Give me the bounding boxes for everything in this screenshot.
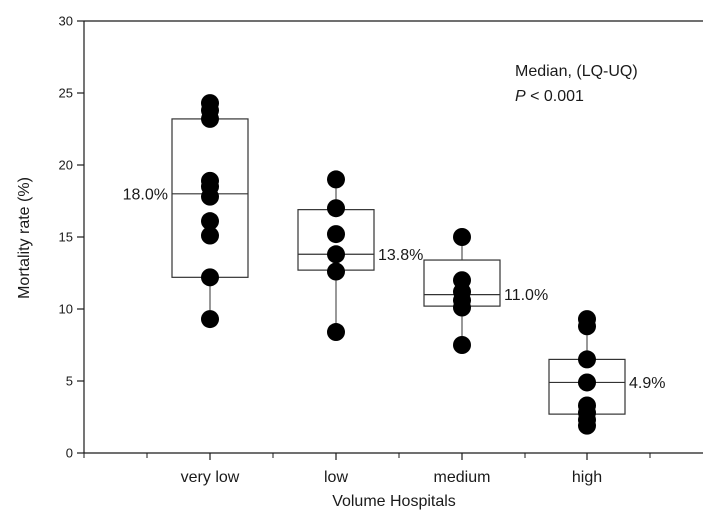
data-point bbox=[327, 262, 345, 281]
data-points bbox=[201, 94, 596, 435]
data-point bbox=[578, 373, 596, 392]
data-point bbox=[453, 298, 471, 317]
data-point bbox=[201, 187, 219, 206]
axes: 0 5 10 15 20 25 30 very low low medium high bbox=[59, 14, 703, 486]
y-tick-label: 10 bbox=[59, 302, 73, 317]
data-point bbox=[453, 228, 471, 246]
annotation-median-iqr: Median, (LQ-UQ) bbox=[515, 63, 638, 80]
data-point bbox=[578, 350, 596, 369]
data-point bbox=[578, 317, 596, 336]
data-point bbox=[201, 212, 219, 231]
y-axis-title: Mortality rate (%) bbox=[16, 177, 33, 299]
y-tick-label: 20 bbox=[59, 158, 73, 173]
y-tick-label: 0 bbox=[66, 446, 73, 461]
data-point bbox=[201, 310, 219, 329]
median-label: 11.0% bbox=[504, 287, 548, 304]
data-point bbox=[578, 416, 596, 435]
y-tick-label: 15 bbox=[59, 230, 73, 245]
data-point bbox=[327, 225, 345, 244]
median-label: 13.8% bbox=[378, 247, 423, 264]
x-tick-label: very low bbox=[181, 469, 240, 486]
median-label: 4.9% bbox=[629, 375, 665, 392]
data-point bbox=[201, 268, 219, 287]
data-point bbox=[327, 170, 345, 189]
median-label: 18.0% bbox=[123, 186, 168, 203]
y-tick-label: 30 bbox=[59, 14, 73, 29]
x-tick-label: medium bbox=[434, 469, 491, 486]
data-point bbox=[327, 245, 345, 264]
y-tick-label: 25 bbox=[59, 86, 73, 101]
data-point bbox=[327, 323, 345, 342]
annotation-p-value: P < 0.001 bbox=[515, 88, 584, 105]
median-labels: 18.0% 13.8% 11.0% 4.9% bbox=[123, 186, 666, 392]
x-axis-title: Volume Hospitals bbox=[332, 493, 456, 510]
data-point bbox=[201, 109, 219, 128]
x-tick-label: high bbox=[572, 469, 602, 486]
data-point bbox=[453, 336, 471, 354]
y-tick-label: 5 bbox=[66, 374, 73, 389]
box-series bbox=[171, 104, 626, 426]
data-point bbox=[327, 199, 345, 218]
data-point bbox=[201, 226, 219, 245]
p-symbol: P bbox=[515, 88, 526, 105]
p-value-text: < 0.001 bbox=[526, 88, 584, 105]
x-tick-label: low bbox=[324, 469, 348, 486]
